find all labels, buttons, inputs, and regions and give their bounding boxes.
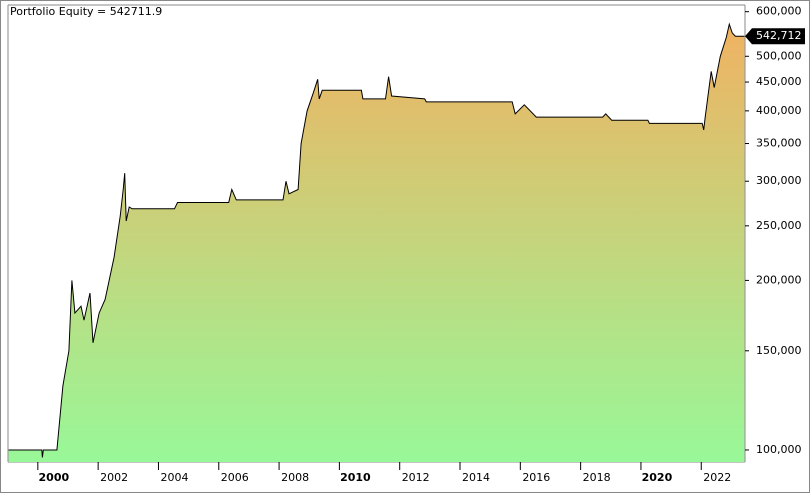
chart-title: Portfolio Equity = 542711.9 <box>10 5 162 18</box>
y-tick-label: 200,000 <box>756 273 802 286</box>
y-tick-label: 300,000 <box>756 174 802 187</box>
x-tick-label: 2010 <box>340 471 371 484</box>
x-tick-label: 2014 <box>462 471 490 484</box>
x-tick-label: 2008 <box>281 471 309 484</box>
y-tick-label: 600,000 <box>756 5 802 18</box>
y-tick-label: 450,000 <box>756 75 802 88</box>
x-tick-label: 2012 <box>402 471 430 484</box>
x-tick-label: 2000 <box>39 471 70 484</box>
x-tick-label: 2016 <box>522 471 550 484</box>
last-value-label: 542,712 <box>756 29 802 42</box>
x-tick-label: 2018 <box>583 471 611 484</box>
x-tick-label: 2022 <box>703 471 731 484</box>
y-tick-label: 500,000 <box>756 49 802 62</box>
y-tick-label: 400,000 <box>756 104 802 117</box>
y-tick-label: 100,000 <box>756 443 802 456</box>
x-tick-label: 2020 <box>642 471 673 484</box>
x-tick-label: 2006 <box>221 471 249 484</box>
equity-line <box>8 22 745 458</box>
last-value-marker <box>745 28 805 45</box>
x-tick-label: 2002 <box>100 471 128 484</box>
x-tick-label: 2004 <box>160 471 188 484</box>
y-tick-label: 350,000 <box>756 137 802 150</box>
y-tick-label: 250,000 <box>756 219 802 232</box>
equity-area <box>8 24 745 462</box>
y-tick-label: 150,000 <box>756 344 802 357</box>
